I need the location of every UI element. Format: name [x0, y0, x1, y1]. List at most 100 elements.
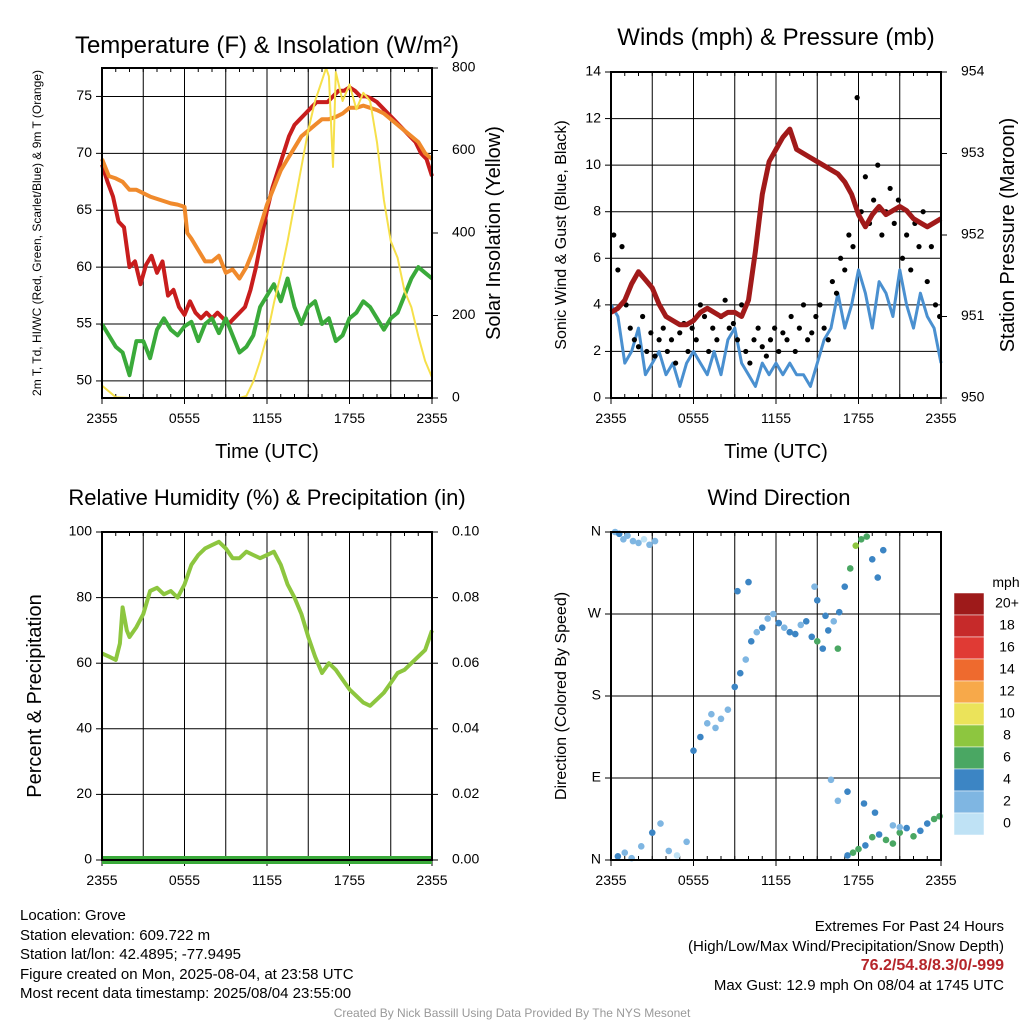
gust-point	[673, 360, 679, 366]
y-tick-right-label: 800	[452, 59, 476, 75]
colorbar-label: 16	[999, 639, 1015, 655]
x-tick-label: 0555	[169, 872, 200, 888]
gust-point	[664, 348, 670, 355]
direction-point	[758, 624, 766, 631]
gust-point	[640, 313, 646, 320]
gust-point	[842, 267, 848, 273]
gust-point	[755, 325, 761, 331]
gust-point	[656, 337, 662, 343]
x-tick-label: 1155	[761, 410, 791, 426]
x-tick-label: 0555	[678, 410, 709, 426]
y-axis-label: 2m T, Td, HI/WC (Red, Green, Scarlet/Blu…	[30, 70, 44, 396]
y-tick-right-label: 950	[961, 389, 985, 405]
direction-point	[813, 638, 821, 645]
gust-point	[759, 344, 765, 350]
direction-point	[849, 849, 857, 857]
y-tick-right-label: 0.06	[452, 654, 479, 670]
gust-point	[776, 348, 782, 355]
gust-point	[644, 348, 650, 355]
y-tick-label: 8	[593, 202, 601, 218]
y-tick-label: 10	[585, 156, 601, 172]
gust-point	[611, 232, 617, 238]
y-tick-right-label: 951	[961, 307, 985, 323]
colorbar-swatch	[953, 790, 985, 814]
direction-point	[635, 539, 642, 547]
direction-point	[648, 829, 656, 836]
direction-point	[857, 535, 865, 543]
y-tick-right-label: 200	[452, 306, 476, 322]
gust-point	[899, 255, 906, 261]
panel-4: N E S W N 2355 0555 1155 1755 2355 Wind Direction D…	[553, 485, 1020, 888]
gust-point	[916, 244, 922, 250]
direction-point	[629, 537, 637, 545]
y-tick-right-label: 952	[961, 226, 985, 242]
direction-point	[813, 597, 821, 604]
gust-point	[648, 330, 654, 336]
x-tick-label: 2355	[925, 410, 956, 426]
y-tick-label: E	[592, 769, 601, 785]
direction-point	[697, 733, 704, 741]
colorbar-label: 18	[999, 617, 1015, 633]
direction-point	[673, 852, 681, 859]
direction-point	[841, 583, 849, 590]
direction-point	[844, 788, 851, 795]
gust-point	[891, 220, 897, 226]
direction-point	[786, 628, 794, 636]
series-9m-temperature	[100, 103, 434, 281]
y-tick-label: 0	[84, 851, 92, 867]
direction-point	[690, 747, 697, 754]
y-axis-label: Sonic Wind & Gust (Blue, Black)	[553, 120, 570, 349]
direction-point	[846, 565, 854, 572]
direction-point	[621, 849, 629, 857]
colorbar-label: 6	[1003, 749, 1011, 765]
y-tick-label: 20	[76, 785, 92, 801]
colorbar-label: 2	[1003, 793, 1011, 809]
direction-point	[868, 833, 876, 841]
y-tick-label: N	[591, 523, 601, 539]
series-gust-points	[611, 95, 943, 366]
y-tick-label: 4	[593, 296, 601, 312]
direction-point	[764, 615, 772, 622]
recent-text: Most recent data timestamp: 2025/08/04 2…	[20, 985, 352, 1003]
direction-point	[646, 541, 653, 549]
direction-point	[875, 831, 883, 838]
gust-point	[627, 325, 633, 331]
direction-point	[896, 823, 904, 831]
colorbar-swatch	[953, 746, 985, 770]
y-tick-right-label: 0.00	[452, 851, 479, 867]
direction-point	[910, 833, 917, 840]
direction-point	[903, 824, 910, 832]
y-tick-label: 60	[76, 258, 92, 274]
direction-point	[802, 617, 810, 625]
panel-2: 0 2 4 6 8 10 12 14 950 951 952 953 954 2355 0555 1155 17…	[553, 24, 1019, 463]
direction-point	[780, 624, 788, 631]
direction-point	[808, 633, 816, 641]
y-tick-label: 80	[76, 588, 92, 604]
gust-point	[887, 185, 893, 192]
gust-point	[920, 209, 926, 215]
direction-point	[747, 638, 755, 645]
gust-point	[689, 325, 695, 331]
direction-point	[874, 574, 882, 581]
x-tick-label: 1155	[252, 410, 282, 426]
gust-point	[631, 337, 637, 343]
gust-point	[784, 337, 790, 343]
gust-point	[928, 244, 934, 250]
y-tick-label: S	[592, 687, 601, 703]
gust-point	[895, 197, 901, 203]
series-station-pressure	[609, 126, 943, 328]
y-tick-label: 14	[585, 63, 601, 79]
extremes-info: Extremes For Past 24 Hours (High/Low/Max…	[688, 917, 1004, 995]
colorbar-swatch	[953, 812, 985, 836]
gust-point	[677, 330, 683, 336]
gust-point	[879, 232, 885, 238]
gust-point	[743, 348, 749, 355]
y-tick-right-label: 0.04	[452, 720, 479, 736]
direction-point	[824, 627, 832, 634]
gust-point	[619, 244, 625, 250]
gust-point	[838, 255, 844, 261]
colorbar-swatch	[953, 702, 985, 726]
y-tick-right-label: 400	[452, 224, 476, 240]
gust-point	[751, 337, 757, 343]
direction-point	[683, 838, 690, 846]
